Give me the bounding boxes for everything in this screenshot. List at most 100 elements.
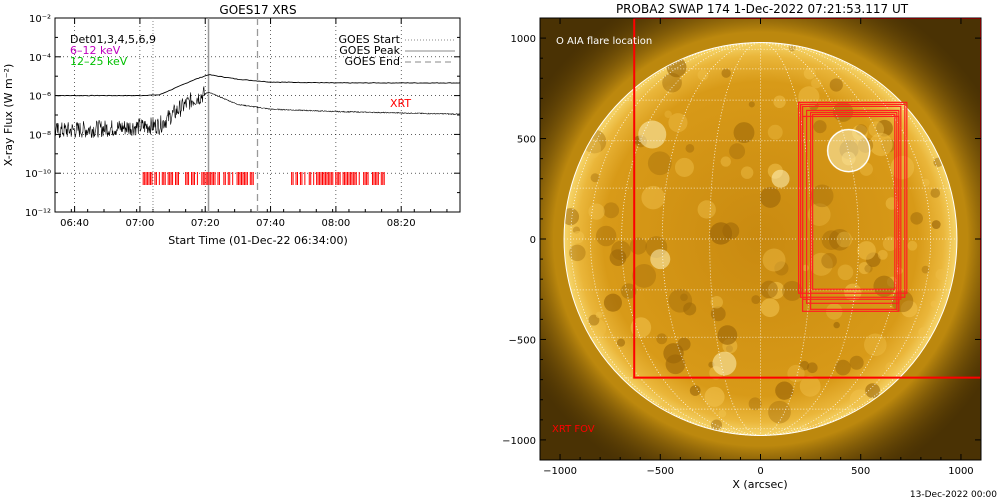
surface-feature	[586, 318, 607, 339]
surface-feature	[685, 144, 695, 153]
surface-feature	[931, 220, 941, 230]
surface-feature	[835, 359, 851, 376]
flux-series-line	[54, 86, 460, 139]
goes-xrs-chart: GOES17 XRS 10⁻¹² 10⁻¹⁰ 10⁻⁸ 10⁻⁶ 10⁻⁴ 10⁻² 06…	[2, 3, 461, 247]
y-tick-label: −1000	[502, 436, 536, 447]
left-title: GOES17 XRS	[219, 3, 296, 17]
surface-feature	[721, 68, 731, 78]
y-tick-label: 10⁻¹²	[25, 208, 51, 219]
surface-feature	[668, 288, 693, 313]
surface-feature	[806, 362, 818, 374]
surface-feature	[620, 283, 637, 299]
surface-feature	[864, 333, 887, 357]
surface-feature	[710, 296, 723, 309]
legend-12-25kev: 12–25 keV	[70, 55, 128, 68]
surface-feature	[767, 124, 783, 140]
surface-feature	[865, 383, 881, 399]
surface-feature	[799, 375, 821, 397]
surface-feature	[876, 119, 893, 137]
right-title: PROBA2 SWAP 174 1-Dec-2022 07:21:53.117 …	[616, 2, 909, 16]
surface-feature	[799, 360, 810, 371]
surface-feature	[718, 409, 727, 418]
surface-feature	[590, 173, 600, 183]
longitude-line	[760, 42, 931, 436]
x-tick-label: −500	[647, 466, 674, 477]
surface-feature	[890, 155, 915, 180]
aia-flare-circle	[827, 128, 871, 173]
surface-feature	[569, 244, 586, 262]
surface-feature	[849, 355, 864, 370]
flux-series	[54, 74, 461, 139]
xrt-pointing-box	[797, 101, 908, 294]
surface-feature	[611, 240, 631, 261]
surface-feature	[864, 264, 873, 273]
x-tick-label: 06:40	[60, 218, 89, 229]
left-y-ticks: 10⁻¹² 10⁻¹⁰ 10⁻⁸ 10⁻⁶ 10⁻⁴ 10⁻²	[25, 14, 460, 219]
surface-feature	[858, 261, 871, 275]
surface-feature	[882, 236, 898, 251]
surface-feature	[935, 268, 947, 281]
xrt-pointing-box	[810, 111, 898, 310]
surface-feature	[717, 325, 738, 345]
surface-feature	[767, 281, 785, 300]
surface-feature	[807, 203, 831, 227]
surface-feature	[729, 143, 746, 160]
left-legend-series: Det01,3,4,5,6,9 6–12 keV 12–25 keV	[70, 33, 156, 68]
x-tick-label: 500	[851, 466, 870, 477]
x-tick-label: 07:20	[191, 218, 220, 229]
left-xlabel: Start Time (01-Dec-22 06:34:00)	[168, 234, 348, 247]
surface-feature	[885, 361, 897, 374]
surface-feature	[877, 249, 888, 260]
surface-feature	[588, 314, 600, 326]
surface-feature	[773, 95, 786, 109]
surface-feature	[836, 231, 853, 248]
surface-feature	[921, 178, 930, 187]
right-xlabel: X (arcsec)	[732, 478, 787, 491]
active-region	[638, 120, 667, 149]
left-gridlines	[55, 17, 460, 213]
y-tick-label: 10⁻⁴	[29, 53, 51, 64]
xrt-coverage-bars	[142, 172, 385, 185]
surface-feature	[821, 230, 842, 250]
surface-feature	[837, 264, 854, 281]
longitude-line	[570, 42, 761, 436]
surface-feature	[748, 101, 755, 108]
xrt-pointing-box	[812, 113, 896, 290]
surface-feature	[768, 400, 791, 424]
goes-event-lines	[152, 18, 259, 212]
surface-feature	[740, 166, 754, 179]
surface-feature	[664, 110, 672, 118]
surface-feature	[595, 225, 617, 247]
surface-feature	[704, 386, 725, 407]
surface-feature	[809, 252, 833, 276]
flux-series-line	[55, 74, 461, 97]
x-tick-label: 08:00	[321, 218, 350, 229]
surface-feature	[803, 67, 816, 80]
longitude-line	[661, 42, 761, 436]
longitude-line	[760, 42, 951, 436]
surface-feature	[629, 237, 647, 255]
surface-feature	[680, 293, 688, 302]
xrt-pointing-box	[799, 103, 906, 298]
surface-feature	[930, 300, 938, 308]
surface-feature	[697, 200, 716, 219]
surface-feature	[869, 132, 893, 157]
x-tick-label: 07:40	[256, 218, 285, 229]
x-tick-label: 07:00	[126, 218, 155, 229]
surface-feature	[930, 188, 941, 198]
surface-feature	[603, 293, 622, 312]
surface-feature	[921, 265, 930, 274]
active-region	[712, 351, 737, 376]
surface-feature	[689, 385, 701, 396]
longitude-line	[590, 42, 761, 436]
y-tick-label: 10⁻⁶	[29, 92, 51, 103]
x-tick-label: 08:20	[387, 218, 416, 229]
surface-feature	[828, 228, 851, 251]
xrt-fov-label: XRT FOV	[552, 424, 595, 435]
xrt-fov-boxes	[633, 18, 981, 379]
legend-goes-start: GOES Start	[339, 33, 401, 46]
longitude-line	[760, 42, 900, 436]
solar-limb	[563, 42, 958, 436]
surface-feature	[759, 186, 781, 208]
surface-feature	[787, 364, 805, 383]
